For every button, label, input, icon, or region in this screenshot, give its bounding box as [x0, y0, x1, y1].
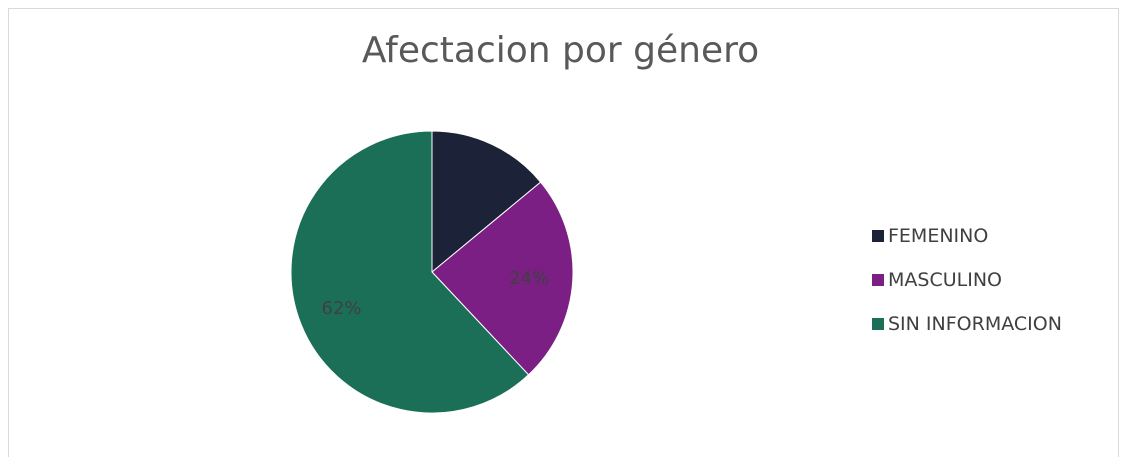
- legend-label-femenino: FEMENINO: [888, 225, 989, 247]
- legend-item-sin-informacion: SIN INFORMACION: [872, 302, 1062, 346]
- data-label-sin-informacion: 62%: [322, 298, 362, 319]
- legend-swatch-masculino: [872, 274, 884, 286]
- legend-item-masculino: MASCULINO: [872, 258, 1062, 302]
- legend-swatch-femenino: [872, 230, 884, 242]
- legend-swatch-sin-informacion: [872, 318, 884, 330]
- legend-label-sin-informacion: SIN INFORMACION: [888, 313, 1062, 335]
- pie-slice-masculino: [431, 181, 574, 376]
- legend-item-femenino: FEMENINO: [872, 214, 1062, 258]
- legend-label-masculino: MASCULINO: [888, 269, 1002, 291]
- pie-slice-femenino: [431, 130, 542, 274]
- pie-slice-sin-informacion: [290, 130, 530, 414]
- legend: FEMENINO MASCULINO SIN INFORMACION: [872, 214, 1062, 346]
- data-label-masculino: 24%: [509, 268, 549, 289]
- chart-title: Afectacion por género: [361, 30, 760, 71]
